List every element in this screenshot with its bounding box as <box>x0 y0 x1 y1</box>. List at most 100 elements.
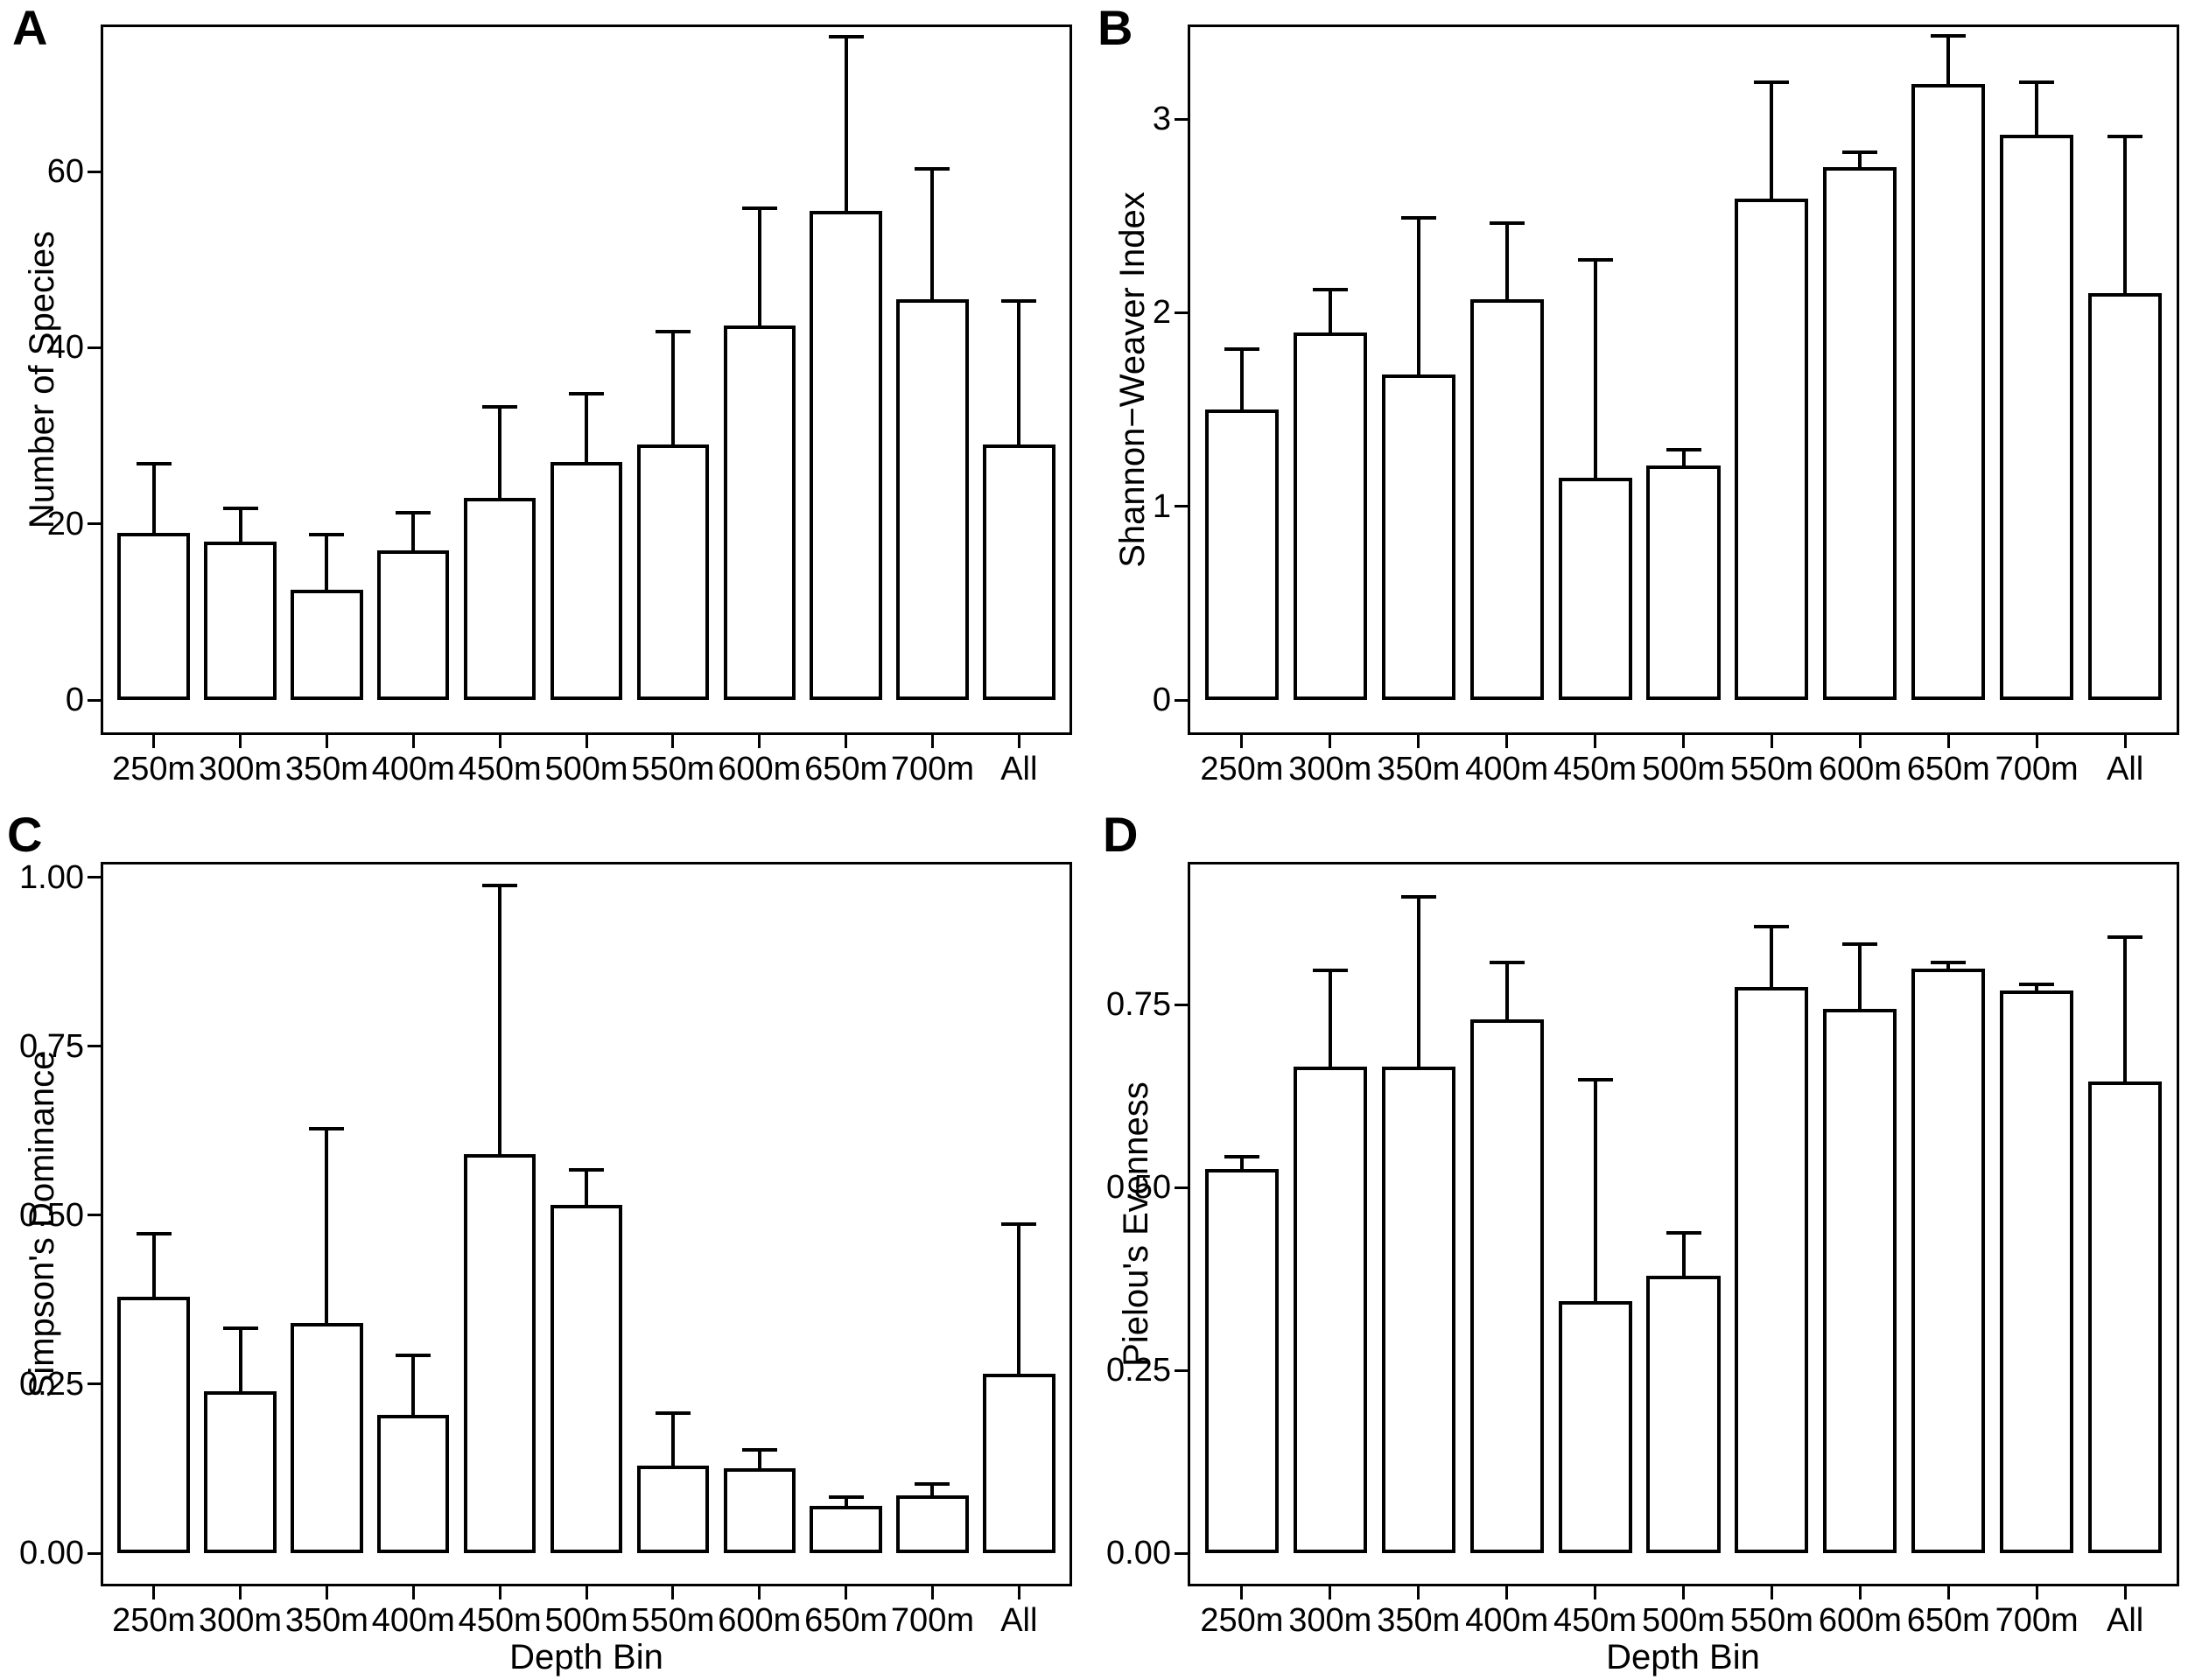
x-tick-d <box>1946 1586 1950 1600</box>
error-bar-c-400m <box>411 1354 416 1415</box>
y-tick-label-c: 0.75 <box>19 1027 84 1065</box>
error-bar-d-700m <box>2035 983 2039 990</box>
x-tick-label-a: 550m <box>631 751 715 788</box>
y-tick-c <box>88 876 101 879</box>
x-tick-c <box>671 1586 675 1600</box>
x-tick-d <box>2035 1586 2038 1600</box>
panel-c-bar-300m <box>204 1390 277 1553</box>
x-tick-a <box>671 735 675 748</box>
error-bar-d-650m <box>1946 961 1951 969</box>
x-tick-label-a: 250m <box>112 751 196 788</box>
error-bar-b-450m <box>1593 258 1597 478</box>
panel-b-bar-400m <box>1469 298 1544 700</box>
y-tick-d <box>1175 1186 1188 1189</box>
plot-area-a: 0 20 40 60 250m 300m 350m 400m 450m 500m 550m 600m 6… <box>47 24 1072 787</box>
panel-b-bar-550m <box>1735 198 1809 700</box>
x-tick-label-c: 600m <box>718 1602 802 1639</box>
panel-d-bar-350m <box>1381 1067 1455 1553</box>
panel-c-bar-650m <box>810 1505 882 1553</box>
error-bar-cap-c-600m <box>741 1448 777 1452</box>
error-bar-cap-d-600m <box>1842 942 1878 947</box>
x-tick-label-b: 350m <box>1377 751 1461 788</box>
plot-area-c: 0.00 0.25 0.50 0.75 1.00 250m 300m 350m 400m 450m… <box>19 860 1072 1638</box>
x-tick-label-b: 600m <box>1818 751 1902 788</box>
error-bar-cap-b-350m <box>1400 215 1436 220</box>
x-tick-c <box>758 1586 761 1600</box>
error-bar-cap-a-700m <box>915 167 950 172</box>
x-tick-label-c: 350m <box>284 1602 368 1639</box>
error-bar-b-600m <box>1858 150 1862 168</box>
y-tick-label-c: 1.00 <box>19 858 84 896</box>
y-tick-label-c: 0.25 <box>19 1365 84 1403</box>
error-bar-c-700m <box>930 1481 935 1496</box>
x-tick-d <box>1329 1586 1332 1600</box>
error-bar-c-300m <box>238 1326 242 1391</box>
panel-letter-b: B <box>1098 0 1133 55</box>
error-bar-c-250m <box>151 1232 156 1297</box>
error-bar-cap-c-550m <box>655 1410 691 1415</box>
y-tick-label-c: 0.50 <box>19 1196 84 1234</box>
x-tick-c <box>411 1586 415 1600</box>
error-bar-cap-a-450m <box>482 404 518 409</box>
x-tick-label-d: 250m <box>1200 1602 1284 1639</box>
error-bar-cap-b-all <box>2107 134 2143 138</box>
error-bar-b-650m <box>1946 33 1951 85</box>
error-bar-cap-b-500m <box>1666 448 1701 452</box>
x-tick-c <box>152 1586 156 1600</box>
error-bar-a-700m <box>930 167 935 300</box>
panel-a-bar-450m <box>463 497 536 700</box>
error-bar-cap-c-350m <box>309 1127 345 1131</box>
panel-a-bar-500m <box>550 462 623 700</box>
x-tick-label-a: 300m <box>199 751 283 788</box>
x-tick-label-d: 550m <box>1729 1602 1813 1639</box>
x-tick-label-d: 450m <box>1553 1602 1637 1639</box>
x-tick-b <box>1240 735 1244 748</box>
x-tick-a <box>930 735 934 748</box>
x-tick-label-d: All <box>2107 1602 2144 1639</box>
error-bar-cap-b-600m <box>1842 150 1878 154</box>
y-tick-b <box>1175 698 1188 702</box>
error-bar-cap-a-all <box>1001 299 1037 304</box>
error-bar-cap-a-500m <box>569 391 604 396</box>
panel-b-bar-650m <box>1911 84 1986 700</box>
x-tick-label-d: 400m <box>1465 1602 1549 1639</box>
y-tick-label-a: 40 <box>46 329 84 367</box>
y-tick-d <box>1175 1003 1188 1006</box>
x-tick-label-b: 550m <box>1729 751 1813 788</box>
x-tick-label-d: 500m <box>1641 1602 1726 1639</box>
x-tick-a <box>1017 735 1020 748</box>
panel-a-bar-300m <box>204 541 277 700</box>
y-axis-title-c: Simpson's Dominance <box>23 1050 61 1398</box>
x-tick-label-b: 500m <box>1641 751 1726 788</box>
error-bar-a-all <box>1017 299 1021 445</box>
error-bar-d-600m <box>1858 942 1862 1009</box>
error-bar-cap-d-450m <box>1577 1077 1613 1082</box>
error-bar-b-250m <box>1239 347 1244 410</box>
error-bar-c-600m <box>757 1448 761 1469</box>
panel-c-bar-600m <box>723 1468 796 1553</box>
panel-d-bar-500m <box>1646 1275 1721 1553</box>
error-bar-c-all <box>1017 1222 1021 1375</box>
error-bar-cap-b-550m <box>1754 80 1790 84</box>
y-tick-b <box>1175 311 1188 314</box>
error-bar-a-400m <box>411 510 416 550</box>
x-tick-label-c: 450m <box>458 1602 542 1639</box>
panel-d-bar-250m <box>1204 1169 1279 1553</box>
panel-d-bar-300m <box>1293 1067 1367 1553</box>
x-tick-label-b: 400m <box>1465 751 1549 788</box>
x-tick-label-c: 400m <box>371 1602 455 1639</box>
y-tick-d <box>1175 1551 1188 1555</box>
error-bar-cap-c-650m <box>828 1495 864 1500</box>
plot-area-b: 0 1 2 3 250m 300m 350m 400m 450m 500m 550m 600m 650m… <box>1153 24 2179 787</box>
error-bar-d-550m <box>1770 924 1774 987</box>
error-bar-d-all <box>2123 935 2128 1082</box>
x-tick-b <box>2035 735 2038 748</box>
x-tick-b <box>1682 735 1685 748</box>
x-tick-label-a: 350m <box>284 751 368 788</box>
y-tick-label-a: 60 <box>46 153 84 191</box>
y-tick-label-b: 1 <box>1152 487 1171 525</box>
x-tick-d <box>1858 1586 1862 1600</box>
error-bar-d-450m <box>1593 1077 1597 1301</box>
y-tick-c <box>88 1045 101 1048</box>
x-tick-c <box>585 1586 588 1600</box>
